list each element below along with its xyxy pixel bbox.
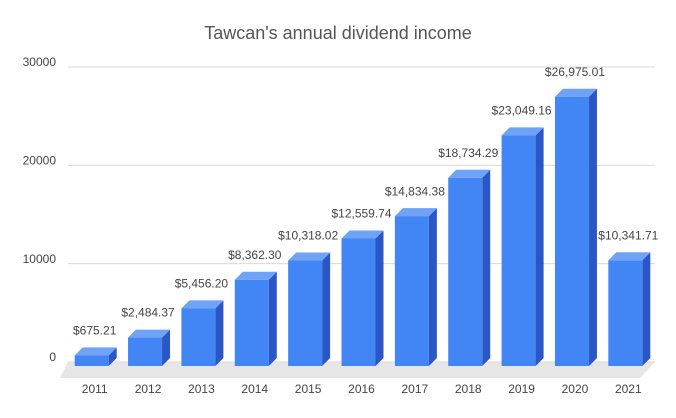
x-tick-label: 2019 [508,382,535,396]
bar-top [394,208,437,217]
bar [181,308,216,366]
bar [234,279,269,366]
bar-top [128,329,171,338]
bar [394,216,429,366]
value-label: $23,049.16 [492,104,552,118]
bar-side [482,169,491,366]
bar-top [501,127,544,136]
x-tick-label: 2021 [615,382,642,396]
x-tick-label: 2013 [188,382,215,396]
bar-side [428,208,437,366]
chart-title: Tawcan's annual dividend income [204,23,472,43]
value-label: $675.21 [73,324,117,338]
bar-side [535,127,544,366]
bar-side [162,329,171,366]
value-label: $10,318.02 [278,229,338,243]
value-label: $8,362.30 [228,248,282,262]
x-tick-label: 2012 [135,382,162,396]
bar-side [108,347,117,366]
bar-top [74,347,117,356]
y-tick-label: 10000 [23,252,57,266]
x-tick-label: 2014 [241,382,268,396]
bar [608,260,643,366]
bar-top [288,252,331,261]
bar [554,96,589,367]
value-label: $18,734.29 [438,146,498,160]
x-tick-label: 2018 [455,382,482,396]
x-tick-label: 2020 [562,382,589,396]
bar-side [588,88,597,367]
y-tick-label: 20000 [23,154,57,168]
bar-top [448,169,491,178]
bar-top [234,271,277,280]
bar-top [554,88,597,97]
bar-top [341,230,384,239]
x-tick-label: 2015 [295,382,322,396]
bar [74,355,109,366]
x-tick-label: 2016 [348,382,375,396]
value-label: $26,975.01 [545,65,605,79]
bar-side [322,252,331,366]
bar-side [375,230,384,366]
bar-side [268,271,277,366]
value-label: $2,484.37 [121,306,175,320]
value-label: $12,559.74 [331,207,391,221]
bar [448,177,483,366]
value-label: $10,341.71 [598,228,658,242]
bar [128,337,163,366]
bar [341,238,376,366]
bar [288,260,323,366]
x-tick-label: 2011 [82,382,108,396]
bar-top [608,252,651,261]
bar [501,135,536,366]
bar-side [215,300,224,366]
bar-top [181,300,224,309]
value-label: $5,456.20 [175,277,229,291]
bar-side [642,252,651,366]
value-label: $14,834.38 [385,184,445,198]
x-tick-label: 2017 [402,382,429,396]
y-tick-label: 0 [49,350,56,364]
y-tick-label: 30000 [23,55,57,69]
